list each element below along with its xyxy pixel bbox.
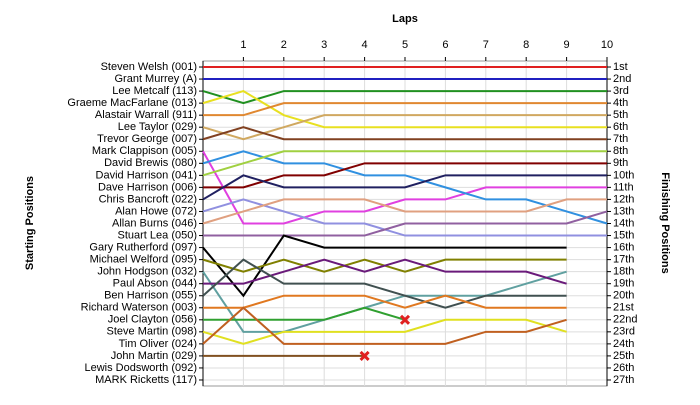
series-name: Joel Clayton (056) — [108, 314, 197, 326]
y2-tick-label: 9th — [613, 157, 628, 169]
y2-tick-label: 15th — [613, 229, 634, 241]
retired-marker — [359, 350, 370, 361]
series-name: David Brewis (080) — [104, 157, 197, 169]
series-line — [202, 306, 567, 345]
series-name: David Harrison (041) — [96, 169, 197, 181]
series-name: Michael Welford (095) — [90, 254, 197, 266]
series-line — [202, 318, 567, 345]
y2-tick-label: 23rd — [613, 326, 635, 338]
series-name: Graeme MacFarlane (013) — [67, 97, 197, 109]
series-line — [202, 90, 607, 105]
y2-tick-label: 3rd — [613, 85, 629, 97]
y2-tick-label: 26th — [613, 362, 634, 374]
series-name: Steve Martin (098) — [107, 326, 197, 338]
series-name: John Hodgson (032) — [97, 266, 197, 278]
x-tick-label: 4 — [362, 39, 368, 51]
y2-tick-label: 20th — [613, 290, 634, 302]
series-line — [203, 162, 607, 189]
series-line — [203, 102, 607, 117]
series-name: Stuart Lea (050) — [118, 229, 198, 241]
series-name: Lee Metcalf (113) — [112, 85, 197, 97]
series-line — [202, 114, 607, 141]
y2-tick-label: 10th — [613, 169, 634, 181]
series-name: Richard Waterson (003) — [81, 302, 197, 314]
series-name: Paul Abson (044) — [113, 278, 197, 290]
series-line — [202, 150, 607, 225]
y2-tick-label: 12th — [613, 193, 634, 205]
series-line — [203, 258, 567, 285]
y2-tick-label: 4th — [613, 97, 628, 109]
series-name: Lee Taylor (029) — [118, 121, 197, 133]
y-axis-label: Starting Positions — [24, 176, 36, 270]
x-tick-label: 5 — [402, 39, 408, 51]
x-tick-label: 7 — [483, 39, 489, 51]
y2-tick-label: 27th — [613, 374, 634, 386]
series-line — [202, 174, 607, 201]
x-tick-label: 2 — [281, 39, 287, 51]
series-line — [202, 150, 607, 177]
y2-tick-label: 25th — [613, 350, 634, 362]
x-tick-label: 3 — [321, 39, 327, 51]
y2-tick-label: 18th — [613, 266, 634, 278]
x-tick-label: 9 — [564, 39, 570, 51]
y2-tick-label: 8th — [613, 145, 628, 157]
series-name: Ben Harrison (055) — [104, 290, 197, 302]
series-name: Chris Bancroft (022) — [99, 193, 197, 205]
x-tick-label: 8 — [523, 39, 529, 51]
series-name: Trevor George (007) — [97, 133, 197, 145]
series-name: Steven Welsh (001) — [101, 61, 197, 73]
retired-marker — [399, 314, 411, 325]
y2-tick-label: 14th — [613, 217, 634, 229]
series-name: MARK Ricketts (117) — [95, 374, 197, 386]
y2-tick-label: 22nd — [613, 314, 637, 326]
y2-tick-label: 5th — [613, 109, 628, 121]
series-line — [202, 150, 608, 225]
series-line — [202, 258, 567, 309]
y2-axis-label: Finishing Positions — [659, 172, 671, 273]
series-name: Mark Clappison (005) — [92, 145, 197, 157]
series-name: Alastair Warrall (911) — [95, 109, 197, 121]
chart-title: Laps — [392, 13, 418, 25]
series-name: Grant Murrey (A) — [114, 73, 197, 85]
series-line — [203, 294, 567, 309]
series-line — [202, 126, 607, 141]
y2-tick-label: 24th — [613, 338, 634, 350]
y2-tick-label: 7th — [613, 133, 628, 145]
series-line — [202, 198, 607, 237]
series-name: Dave Harrison (006) — [98, 181, 197, 193]
series-line — [203, 210, 608, 237]
y2-tick-label: 13th — [613, 205, 634, 217]
series-name: Tim Oliver (024) — [119, 338, 197, 350]
series-line — [202, 198, 607, 225]
y2-tick-label: 21st — [613, 302, 634, 314]
x-tick-label: 10 — [601, 39, 613, 51]
series-name: John Martin (029) — [111, 350, 197, 362]
series-name: Lewis Dodsworth (092) — [85, 362, 198, 374]
y2-tick-label: 1st — [613, 61, 628, 73]
y2-tick-label: 17th — [613, 254, 634, 266]
series-name: Gary Rutherford (097) — [89, 241, 197, 253]
y2-tick-label: 16th — [613, 241, 634, 253]
series-line — [203, 306, 406, 321]
y2-tick-label: 2nd — [613, 73, 631, 85]
series-name: Alan Howe (072) — [115, 205, 197, 217]
x-tick-label: 1 — [240, 39, 246, 51]
series-name: Allan Burns (046) — [112, 217, 197, 229]
y2-tick-label: 6th — [613, 121, 628, 133]
y2-tick-label: 11th — [613, 181, 634, 193]
y2-tick-label: 19th — [613, 278, 634, 290]
x-tick-label: 6 — [442, 39, 448, 51]
